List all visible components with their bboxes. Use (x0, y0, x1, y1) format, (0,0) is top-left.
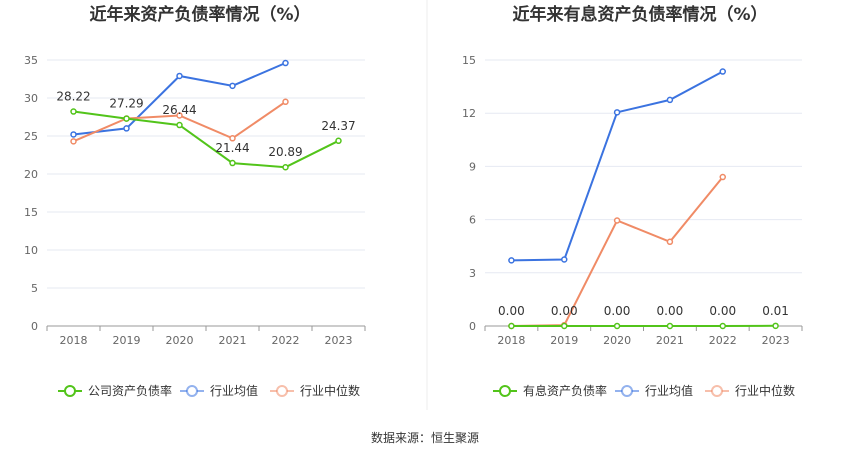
y-tick-label: 3 (469, 267, 476, 280)
x-tick-label: 2018 (60, 334, 88, 347)
chart-title: 近年来资产负债率情况（%） (89, 4, 310, 25)
y-tick-label: 15 (24, 206, 38, 219)
x-tick-label: 2020 (166, 334, 194, 347)
data-point (282, 163, 289, 171)
data-point (229, 82, 236, 90)
data-point (772, 322, 779, 330)
data-point (719, 322, 726, 330)
legend-label: 行业中位数 (300, 383, 360, 398)
legend-swatch-marker (64, 385, 76, 397)
data-point (229, 135, 236, 142)
data-label: 0.00 (657, 304, 684, 318)
data-label: 0.00 (498, 304, 525, 318)
data-label: 21.44 (215, 141, 249, 155)
legend-label: 行业中位数 (735, 383, 795, 398)
data-label: 28.22 (56, 90, 90, 104)
data-point (666, 96, 674, 104)
x-tick-label: 2021 (656, 334, 684, 347)
left-chart: 近年来资产负债率情况（%） 0 5 10 15 20 25 30 35 2018 2019 2020 2… (24, 4, 366, 398)
data-point (719, 68, 726, 75)
data-point (229, 159, 236, 167)
legend-swatch-marker (276, 385, 288, 397)
y-tick-label: 0 (31, 320, 38, 333)
x-tick-label: 2022 (272, 334, 300, 347)
data-label: 26.44 (162, 103, 196, 117)
y-tick-label: 20 (24, 168, 38, 181)
x-tick-label: 2018 (497, 334, 525, 347)
data-point (176, 112, 183, 119)
x-tick-label: 2021 (219, 334, 247, 347)
legend-swatch-marker (711, 385, 723, 397)
data-point (70, 131, 77, 138)
data-label: 0.00 (709, 304, 736, 318)
data-label: 27.29 (109, 97, 143, 111)
data-point (561, 322, 568, 330)
right-chart: 近年来有息资产负债率情况（%） 0 3 6 9 12 15 2018 2019 2020 2021 2… (462, 4, 803, 398)
x-tick-label: 2023 (762, 334, 790, 347)
x-tick-label: 2019 (113, 334, 141, 347)
source-text: 数据来源：恒生聚源 (371, 430, 479, 445)
y-tick-label: 12 (462, 107, 476, 120)
data-point (561, 256, 568, 263)
data-label: 0.00 (551, 304, 578, 318)
data-point (335, 137, 342, 145)
data-point (123, 125, 130, 132)
y-tick-label: 30 (24, 92, 38, 105)
data-point (282, 98, 289, 106)
y-tick-label: 0 (469, 320, 476, 333)
data-point (508, 257, 515, 264)
data-label: 0.00 (604, 304, 631, 318)
data-point (719, 173, 726, 181)
data-point (508, 322, 515, 330)
data-point (613, 109, 621, 116)
data-point (123, 115, 130, 122)
legend-swatch-marker (186, 385, 198, 397)
y-tick-label: 25 (24, 130, 38, 143)
data-point (176, 72, 183, 80)
y-tick-label: 5 (31, 282, 38, 295)
x-tick-label: 2020 (603, 334, 631, 347)
x-tick-label: 2019 (550, 334, 578, 347)
data-point (70, 138, 77, 145)
legend-swatch-marker (621, 385, 633, 397)
data-point (666, 322, 674, 330)
series-line (73, 110, 339, 169)
data-point (176, 121, 183, 129)
y-tick-label: 15 (462, 54, 476, 67)
data-point (613, 322, 621, 330)
data-point (666, 238, 674, 246)
data-point (613, 217, 621, 224)
data-label: 20.89 (268, 145, 302, 159)
data-label: 24.37 (321, 119, 355, 133)
legend-label: 行业均值 (210, 383, 258, 398)
y-tick-label: 9 (469, 160, 476, 173)
x-tick-label: 2022 (709, 334, 737, 347)
data-point (70, 108, 77, 115)
data-label: 0.01 (762, 304, 789, 318)
data-point (282, 59, 289, 67)
legend-swatch-marker (499, 385, 511, 397)
legend-label: 有息资产负债率 (523, 383, 607, 398)
legend-label: 公司资产负债率 (88, 383, 172, 398)
x-tick-label: 2023 (325, 334, 353, 347)
y-tick-label: 6 (469, 214, 476, 227)
y-tick-label: 10 (24, 244, 38, 257)
y-tick-label: 35 (24, 54, 38, 67)
chart-title: 近年来有息资产负债率情况（%） (512, 4, 767, 25)
legend-label: 行业均值 (645, 383, 693, 398)
